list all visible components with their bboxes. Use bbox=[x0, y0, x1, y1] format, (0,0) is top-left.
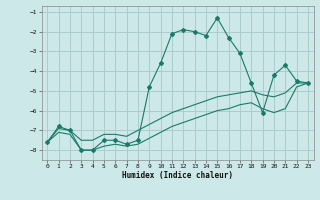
X-axis label: Humidex (Indice chaleur): Humidex (Indice chaleur) bbox=[122, 171, 233, 180]
